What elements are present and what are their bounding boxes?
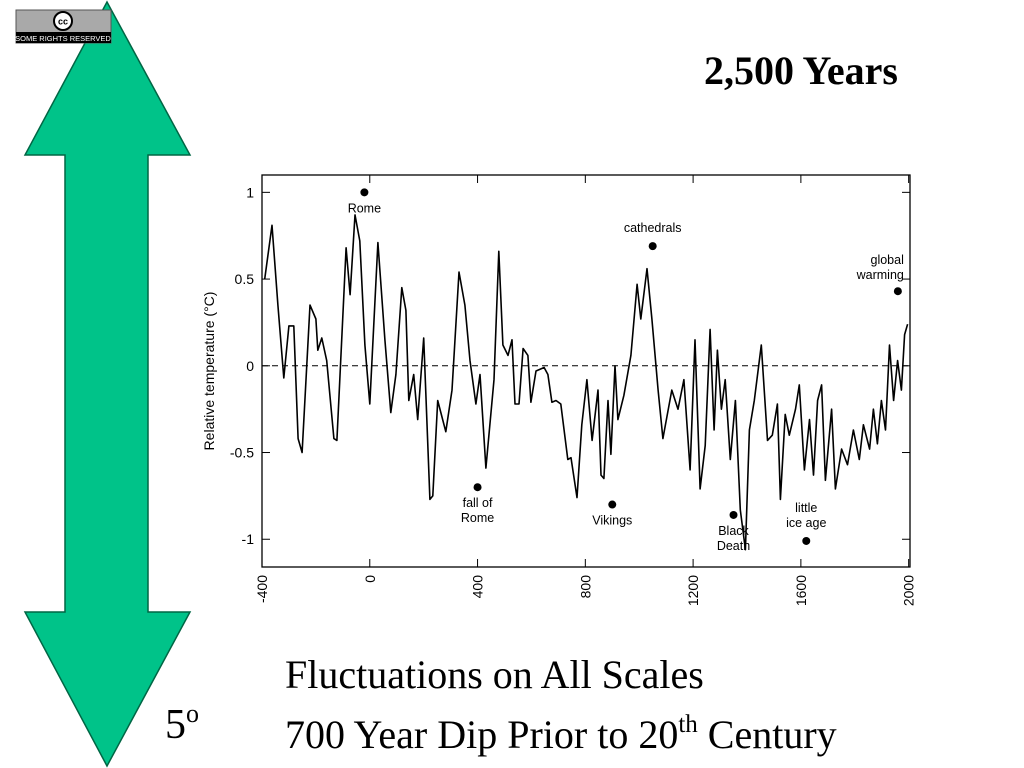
cc-circle (53, 11, 73, 31)
annotation-label: ice age (786, 516, 826, 530)
y-tick-label: -0.5 (230, 445, 254, 461)
annotation-dot (893, 287, 902, 296)
y-tick-label: 0 (246, 358, 254, 374)
annotation-dot (608, 500, 617, 509)
x-tick-label: 1600 (793, 575, 809, 606)
annotation-dot (802, 536, 811, 545)
annotation-label: Death (717, 539, 750, 553)
caption-line: 700 Year Dip Prior to 20th Century (285, 711, 837, 757)
annotation-label: fall of (463, 496, 493, 510)
y-axis-label: Relative temperature (°C) (201, 292, 217, 451)
slide-title: 2,500 Years (704, 48, 898, 93)
annotation-label: warming (856, 268, 904, 282)
annotation-label: Vikings (592, 514, 632, 528)
annotation-dot (360, 188, 369, 197)
x-tick-label: 0 (362, 575, 378, 583)
range-arrow (23, 0, 192, 768)
badge-text: SOME RIGHTS RESERVED (15, 34, 111, 43)
annotation-dot (729, 510, 738, 519)
annotation-label: cathedrals (624, 221, 682, 235)
x-tick-label: 1200 (685, 575, 701, 606)
x-tick-label: 2000 (901, 575, 917, 606)
y-tick-label: 0.5 (235, 271, 255, 287)
annotation-label: Black (718, 524, 749, 538)
annotation-label: Rome (461, 511, 494, 525)
x-tick-label: 800 (577, 575, 593, 599)
scale-value: 5 (165, 702, 186, 748)
y-tick-label: -1 (242, 531, 255, 547)
caption-text: 700 Year Dip Prior to 20 (285, 712, 678, 757)
cc-mark: cc (58, 17, 68, 27)
annotation-label: global (871, 253, 904, 267)
chart: 1 0.5 0 -0.5 -1 -400 0 400 800 1200 1600 2000 Relati… (201, 174, 917, 606)
y-tick-label: 1 (246, 184, 254, 200)
annotation-dot (473, 483, 482, 492)
plot-frame (261, 174, 911, 568)
scale-label: 5o (165, 699, 199, 748)
x-tick-label: 400 (470, 575, 486, 599)
caption-line: Fluctuations on All Scales (285, 652, 704, 697)
caption-text: Century (698, 712, 837, 757)
annotation-label: little (795, 501, 817, 515)
scale-sup: o (186, 699, 199, 728)
x-tick-label: -400 (254, 575, 270, 603)
annotation-dot (648, 242, 657, 251)
caption-sup: th (678, 711, 698, 738)
annotation-label: Rome (348, 201, 381, 215)
cc-badge: cc SOME RIGHTS RESERVED (15, 9, 112, 44)
badge-strip (16, 32, 111, 43)
temperature-line (263, 214, 909, 551)
